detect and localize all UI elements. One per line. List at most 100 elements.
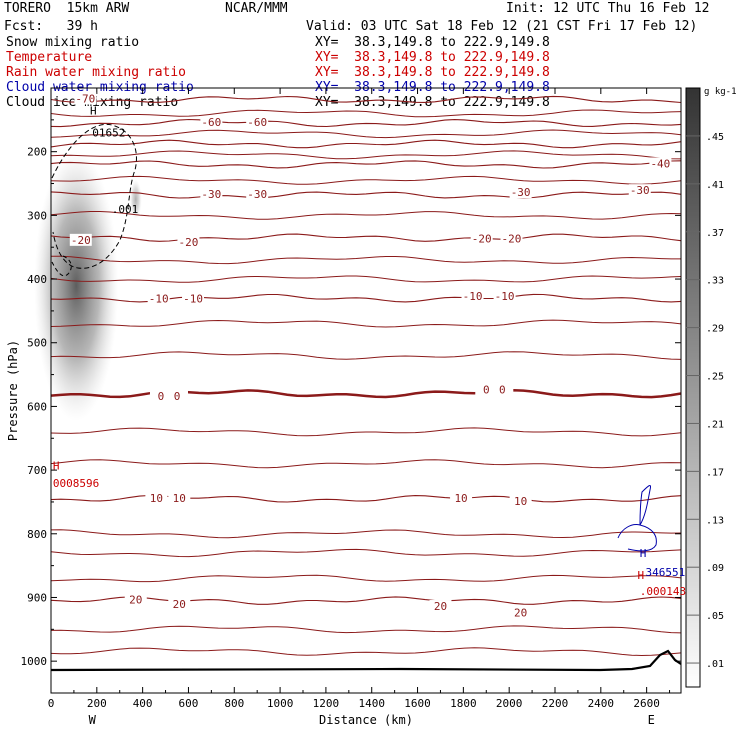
isotherm-minor [50,529,682,539]
isotherm-minor [50,275,682,283]
isotherm--10 [50,293,682,303]
contour-label: -10 [463,290,483,303]
isotherm-minor [50,175,682,185]
contour-label: 10 [173,492,186,505]
isotherm--60 [50,118,682,128]
y-tick-label: 700 [27,464,47,477]
isotherm-minor [50,211,682,220]
x-tick-label: 1200 [313,697,340,710]
isotherm-minor [50,351,682,360]
cloud-water-contour [617,485,657,552]
y-axis-label: Pressure (hPa) [6,340,20,441]
contour-label-bg [461,289,484,302]
isotherm-minor [50,129,682,139]
isotherm-minor [50,574,682,583]
colorbar-label: .09 [706,563,724,574]
contour-label: -20 [179,236,199,249]
contour-label: 0 [174,390,181,403]
contour-label: -30 [247,188,267,201]
annotation-label: H [53,460,60,473]
terrain-line [50,649,682,672]
contour-label-bg [166,389,188,402]
legend-label-temperature: Temperature [6,50,93,65]
snow-shading-small [129,179,142,220]
contour-label-bg [509,494,532,507]
contour-label: -20 [472,233,492,246]
x-tick-label: 0 [48,697,55,710]
contour-label-bg [509,606,532,619]
annotation-label: H [90,104,97,117]
contour-label: 0 [499,384,506,397]
contour-label-bg [69,233,92,246]
contour-label-bg [491,383,514,396]
isotherm-minor [50,319,682,328]
contour-label: 20 [434,600,447,613]
contour-label: 0 [483,384,490,397]
snow-contour [51,123,137,269]
contour-label-bg [177,235,200,248]
y-tick-label: 400 [27,273,47,286]
contour-label: -40 [650,157,670,170]
legend-xy-snow: XY= 38.3,149.8 to 222.9,149.8 [315,35,550,50]
x-tick-label: 1600 [404,697,431,710]
contour-label: 20 [514,606,527,619]
contour-label: 10 [454,492,467,505]
contour-label: -30 [201,188,221,201]
y-tick-label: 500 [27,337,47,350]
x-axis-label: Distance (km) [319,713,413,727]
end-label-west: W [89,713,97,727]
contour-label: -10 [149,292,169,305]
y-tick-label: 800 [27,528,47,541]
annotation-label: .0001432 [640,585,693,598]
contour-label-bg [168,491,191,504]
snow-contour-small [51,254,72,277]
isotherm-20 [50,596,682,605]
colorbar [685,87,701,688]
x-tick-label: 2000 [496,697,523,710]
x-tick-label: 400 [133,697,153,710]
contour-label: 20 [173,598,186,611]
center-title: NCAR/MMM [225,1,288,16]
x-tick-label: 800 [224,697,244,710]
x-tick-label: 2400 [588,697,615,710]
isotherm-minor [51,255,681,265]
isotherm-minor [50,625,682,634]
y-tick-label: 600 [27,400,47,413]
isotherm-minor [50,548,682,558]
contour-label-bg [509,186,532,199]
isotherm-minor [50,459,682,469]
init-time: Init: 12 UTC Thu 16 Feb 12 [506,1,710,16]
contour-label: 10 [150,492,163,505]
isotherm-minor [50,109,682,118]
annotation-label: 0008596 [53,477,99,490]
contour-label-bg [429,600,452,613]
annotation-label: 01652 [92,127,125,140]
colorbar-label: .45 [706,132,724,143]
y-tick-label: 1000 [21,655,48,668]
contour-label: -30 [511,186,531,199]
y-tick-label: 300 [27,209,47,222]
contour-label-bg [147,292,170,305]
contour-label-bg [450,491,473,504]
colorbar-label: .33 [706,276,724,287]
x-tick-label: 1000 [267,697,294,710]
colorbar-label: .01 [706,659,724,670]
annotation-label: 346551 [645,566,685,579]
annotation-label: H [640,547,647,560]
contour-label: 0 [158,390,165,403]
contour-label: -10 [495,290,515,303]
legend-xy-rain: XY= 38.3,149.8 to 222.9,149.8 [315,65,550,80]
x-tick-label: 2200 [542,697,569,710]
colorbar-label: .25 [706,372,724,383]
contour-label-bg [628,184,651,197]
contour-label-bg [124,593,147,606]
contour-label-bg [470,232,493,245]
contour-label: -70 [75,92,95,105]
y-tick-label: 200 [27,146,47,159]
contour-label-bg [182,292,205,305]
colorbar-label: .17 [706,467,724,478]
snow-shading [34,150,119,421]
valid-time: Valid: 03 UTC Sat 18 Feb 12 (21 CST Fri … [306,19,698,34]
legend-label-rain: Rain water mixing ratio [6,65,187,80]
